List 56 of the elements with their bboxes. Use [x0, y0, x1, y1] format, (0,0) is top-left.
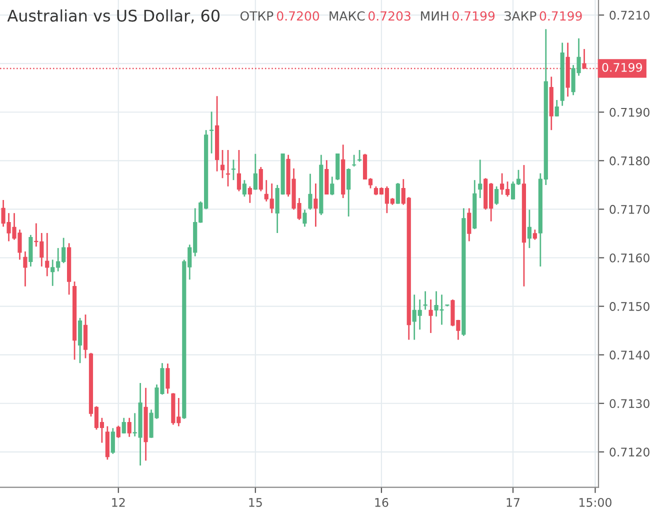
candlestick [527, 209, 532, 249]
x-tick-label: 15:00 [579, 498, 612, 507]
annotation: 0.7199 [452, 11, 495, 21]
annotation: ЗАКР [504, 11, 536, 21]
candlestick [428, 298, 433, 334]
candlestick [494, 186, 499, 206]
candlestick [127, 417, 132, 438]
x-tick-label: 17 [506, 498, 520, 507]
ref-line-label: 0.7199 [602, 62, 642, 72]
annotation: МАКС [330, 11, 365, 21]
candlestick [258, 166, 263, 192]
candlestick [116, 425, 120, 439]
annotation: 0.7200 [276, 11, 320, 21]
candlestick [554, 99, 559, 118]
annotation: ОТКР [240, 11, 274, 21]
x-tick-label: 15 [249, 498, 262, 507]
candlestick [220, 149, 225, 179]
x-tick-label: 16 [375, 498, 388, 507]
y-tick-label: 0.7150 [610, 302, 650, 311]
candlestick [478, 159, 482, 199]
candlestick [346, 168, 351, 218]
candlestick [314, 182, 318, 228]
candlestick [236, 149, 242, 192]
candlestick [248, 186, 252, 204]
candlestick [231, 159, 236, 181]
candlestick [226, 149, 230, 188]
candlestick [423, 290, 428, 310]
candlestick [242, 179, 246, 198]
text: Australian vs US Dollar, 60 [7, 9, 220, 24]
candlestick [357, 149, 362, 162]
candlestick [532, 228, 537, 240]
candlestick [110, 427, 115, 455]
candlestick [122, 417, 126, 434]
candlestick [467, 208, 472, 242]
y-tick-label: 0.7190 [610, 108, 650, 117]
annotation: МИН [421, 11, 448, 21]
y-tick-label: 0.7140 [610, 350, 650, 360]
y-tick-label: 0.7120 [610, 448, 650, 457]
candlestick [302, 209, 307, 228]
candlestick [352, 154, 356, 168]
candlestick [308, 173, 312, 210]
annotation: 0.7203 [368, 11, 410, 21]
x-tick-label: 12 [112, 498, 125, 507]
y-tick-label: 0.7160 [610, 253, 650, 262]
candlestick [45, 232, 50, 277]
annotation: 0.7199 [540, 11, 582, 21]
candlestick [253, 153, 258, 190]
candlestick [166, 362, 170, 394]
y-tick-label: 0.7210 [610, 10, 650, 20]
candlestick [330, 176, 334, 196]
candlestick [210, 110, 214, 154]
candlestick [396, 182, 400, 205]
y-tick-label: 0.7170 [610, 204, 650, 214]
y-tick-label: 0.7180 [610, 156, 650, 166]
candlestick [23, 250, 28, 288]
y-tick-label: 0.7130 [610, 399, 650, 408]
